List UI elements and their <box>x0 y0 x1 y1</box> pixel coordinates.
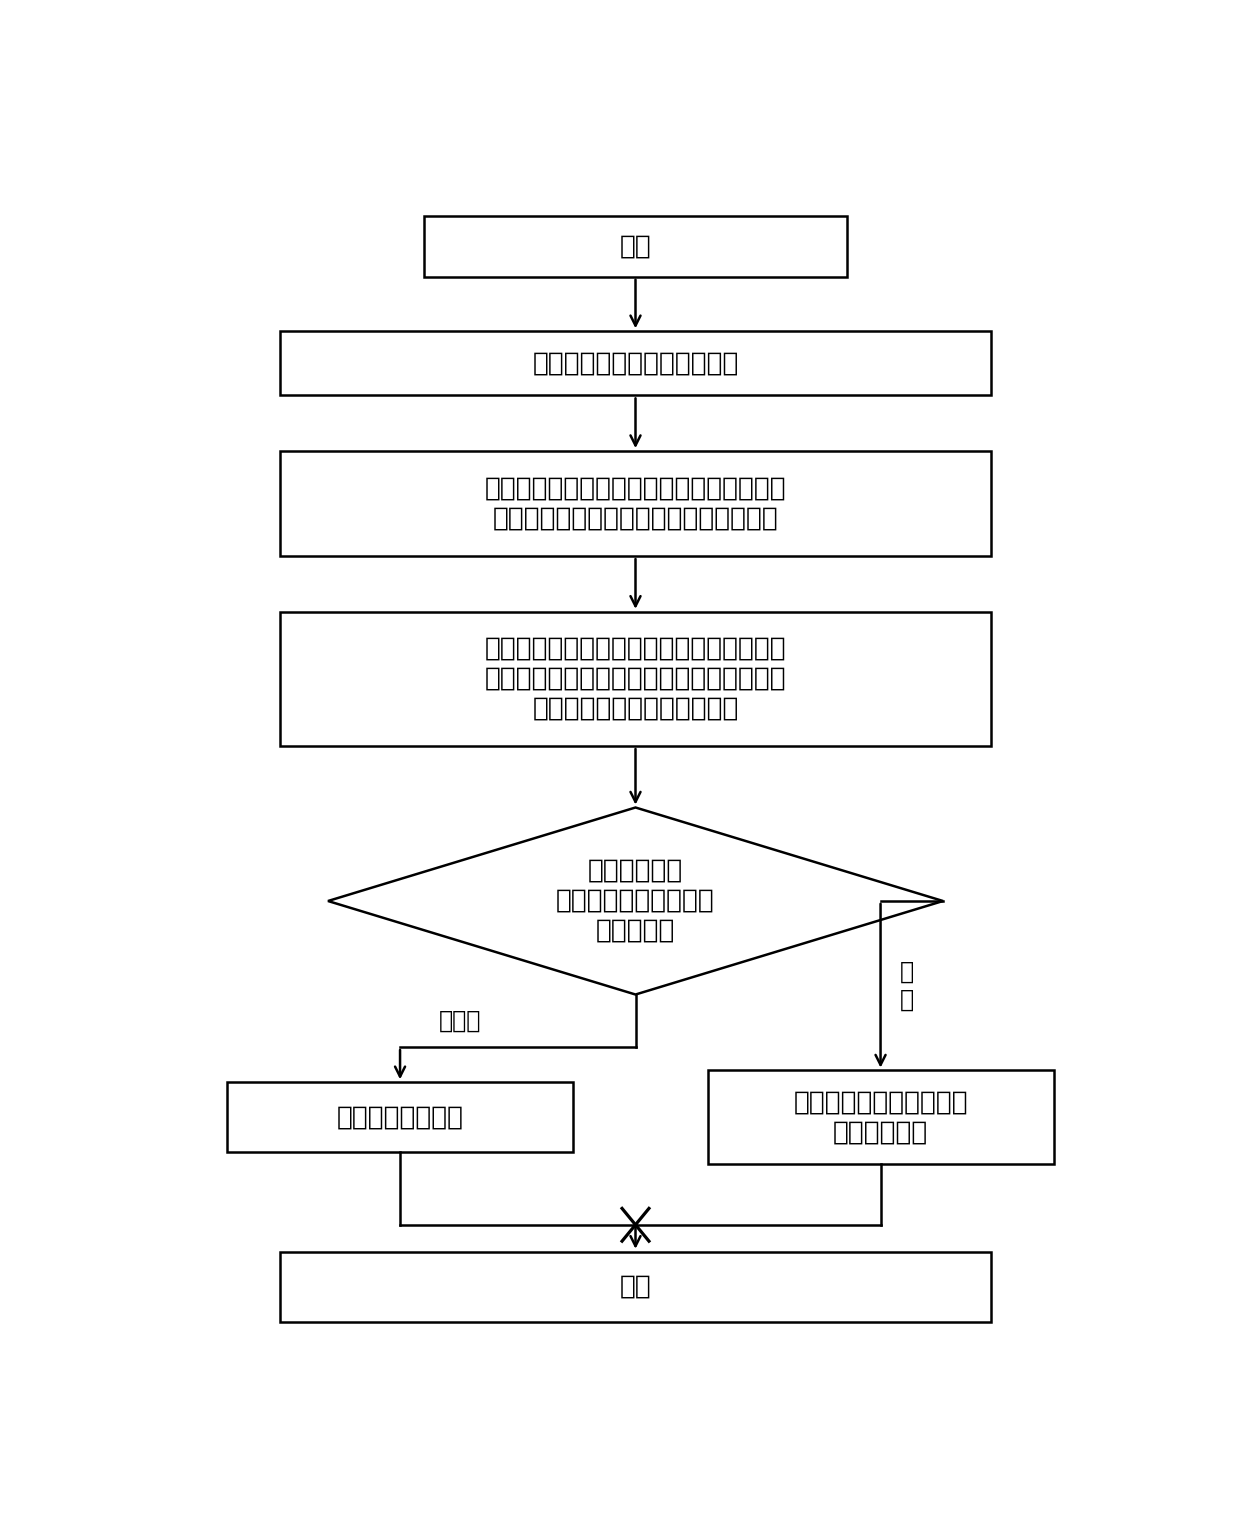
Text: 提示胎儿颏脑正常: 提示胎儿颏脑正常 <box>336 1104 464 1131</box>
Polygon shape <box>327 808 944 994</box>
FancyBboxPatch shape <box>280 451 991 556</box>
Text: 对胎儿颏脑标准切面数据集进行预处理，以
得到预处理后的胎儿颏脑标准切面数据集: 对胎儿颏脑标准切面数据集进行预处理，以 得到预处理后的胎儿颏脑标准切面数据集 <box>485 475 786 531</box>
FancyBboxPatch shape <box>280 612 991 747</box>
Text: 将预处理后的胎儿颏脑标准切面数据集输入
训练好的颏脑组织检测网络中，以获得胎儿
颏脑中各关键组织的检测结果: 将预处理后的胎儿颏脑标准切面数据集输入 训练好的颏脑组织检测网络中，以获得胎儿 … <box>485 636 786 723</box>
FancyBboxPatch shape <box>280 1252 991 1322</box>
Text: 存
在: 存 在 <box>900 959 914 1011</box>
Text: 胎儿颏脑中的
至少一个关键组织是否
存在异常？: 胎儿颏脑中的 至少一个关键组织是否 存在异常？ <box>556 858 715 944</box>
Text: 不存在: 不存在 <box>439 1009 481 1034</box>
FancyBboxPatch shape <box>708 1070 1054 1164</box>
FancyBboxPatch shape <box>424 216 847 276</box>
Text: 开始: 开始 <box>620 234 651 260</box>
FancyBboxPatch shape <box>227 1082 573 1152</box>
Text: 获取胎儿颏脑标准切面数据集: 获取胎儿颏脑标准切面数据集 <box>532 351 739 376</box>
Text: 提示胎儿可能存在哪些相
关的颏脑异常: 提示胎儿可能存在哪些相 关的颏脑异常 <box>794 1090 968 1145</box>
FancyBboxPatch shape <box>280 331 991 396</box>
Text: 结束: 结束 <box>620 1274 651 1299</box>
